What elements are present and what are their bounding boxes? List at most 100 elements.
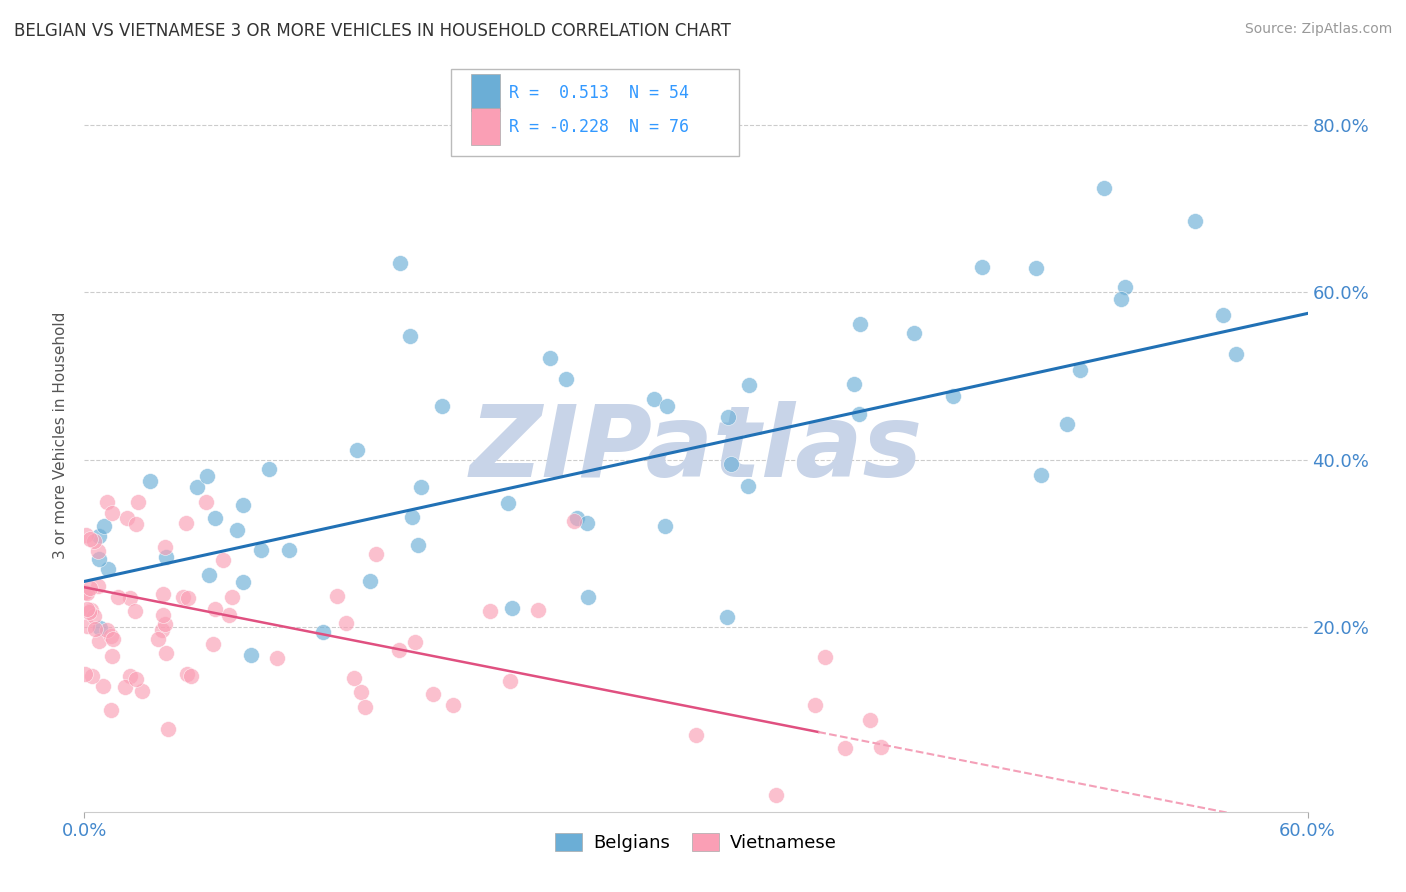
Point: [80, 669, 103, 683]
Point: [554, 372, 576, 386]
Point: [814, 649, 837, 664]
Point: [139, 474, 162, 488]
Point: [685, 728, 707, 742]
Point: [83, 608, 105, 623]
Point: [364, 547, 387, 561]
Point: [80, 602, 103, 616]
Point: [77, 605, 100, 619]
Point: [96, 623, 118, 637]
Point: [717, 409, 740, 424]
Point: [803, 698, 825, 712]
Point: [195, 495, 218, 509]
Point: [527, 603, 550, 617]
FancyBboxPatch shape: [451, 70, 738, 156]
Point: [75, 527, 97, 541]
Point: [1212, 309, 1234, 323]
Point: [153, 616, 176, 631]
Point: [342, 671, 364, 685]
Point: [499, 674, 522, 689]
Point: [91, 679, 114, 693]
Point: [1025, 261, 1047, 276]
Point: [218, 607, 240, 622]
Point: [942, 389, 965, 403]
Point: [100, 629, 122, 643]
Point: [125, 516, 148, 531]
Point: [359, 574, 381, 588]
Point: [87, 634, 110, 648]
Point: [87, 529, 110, 543]
Point: [225, 523, 247, 537]
Point: [118, 591, 141, 606]
Point: [150, 624, 173, 638]
Point: [859, 713, 882, 727]
Point: [1184, 214, 1206, 228]
Point: [221, 590, 243, 604]
Text: Source: ZipAtlas.com: Source: ZipAtlas.com: [1244, 22, 1392, 37]
Text: R = -0.228  N = 76: R = -0.228 N = 76: [509, 119, 689, 136]
Point: [146, 632, 169, 646]
Point: [562, 514, 585, 528]
Point: [79, 533, 101, 547]
Point: [422, 687, 444, 701]
Point: [239, 648, 262, 663]
Point: [737, 378, 759, 392]
Point: [501, 601, 523, 615]
Point: [100, 506, 122, 520]
Point: [654, 518, 676, 533]
Point: [204, 510, 226, 524]
Point: [1069, 362, 1091, 376]
Point: [576, 590, 599, 604]
Point: [350, 685, 373, 699]
Point: [114, 681, 136, 695]
Point: [405, 635, 427, 649]
Point: [565, 510, 588, 524]
Point: [79, 581, 101, 595]
Point: [834, 741, 856, 756]
Point: [76, 602, 98, 616]
Point: [575, 516, 598, 530]
Point: [335, 615, 357, 630]
Point: [1056, 417, 1078, 432]
Point: [118, 668, 141, 682]
Point: [73, 667, 96, 681]
Point: [96, 495, 118, 509]
Point: [73, 584, 96, 599]
Point: [354, 700, 377, 714]
Point: [87, 544, 110, 558]
Point: [204, 602, 226, 616]
Point: [84, 622, 107, 636]
Point: [1092, 181, 1115, 195]
Point: [903, 326, 925, 340]
Point: [765, 788, 787, 802]
Point: [848, 407, 870, 421]
Point: [232, 498, 254, 512]
FancyBboxPatch shape: [471, 74, 501, 112]
Point: [1225, 346, 1247, 360]
Point: [312, 624, 335, 639]
Point: [478, 604, 501, 618]
Point: [406, 538, 429, 552]
Point: [1029, 468, 1052, 483]
Point: [115, 511, 138, 525]
Point: [180, 669, 202, 683]
Point: [76, 619, 98, 633]
Point: [849, 318, 872, 332]
Text: R =  0.513  N = 54: R = 0.513 N = 54: [509, 85, 689, 103]
Point: [201, 637, 224, 651]
Point: [399, 328, 422, 343]
Text: BELGIAN VS VIETNAMESE 3 OR MORE VEHICLES IN HOUSEHOLD CORRELATION CHART: BELGIAN VS VIETNAMESE 3 OR MORE VEHICLES…: [14, 22, 731, 40]
Point: [869, 739, 891, 754]
Point: [257, 462, 280, 476]
Point: [76, 586, 98, 600]
Point: [127, 495, 149, 509]
Point: [124, 603, 146, 617]
Point: [107, 591, 129, 605]
Point: [155, 550, 177, 565]
Point: [266, 650, 288, 665]
Point: [87, 579, 110, 593]
Point: [125, 672, 148, 686]
Point: [842, 377, 865, 392]
Point: [655, 399, 678, 413]
Point: [97, 562, 120, 576]
Point: [195, 468, 218, 483]
